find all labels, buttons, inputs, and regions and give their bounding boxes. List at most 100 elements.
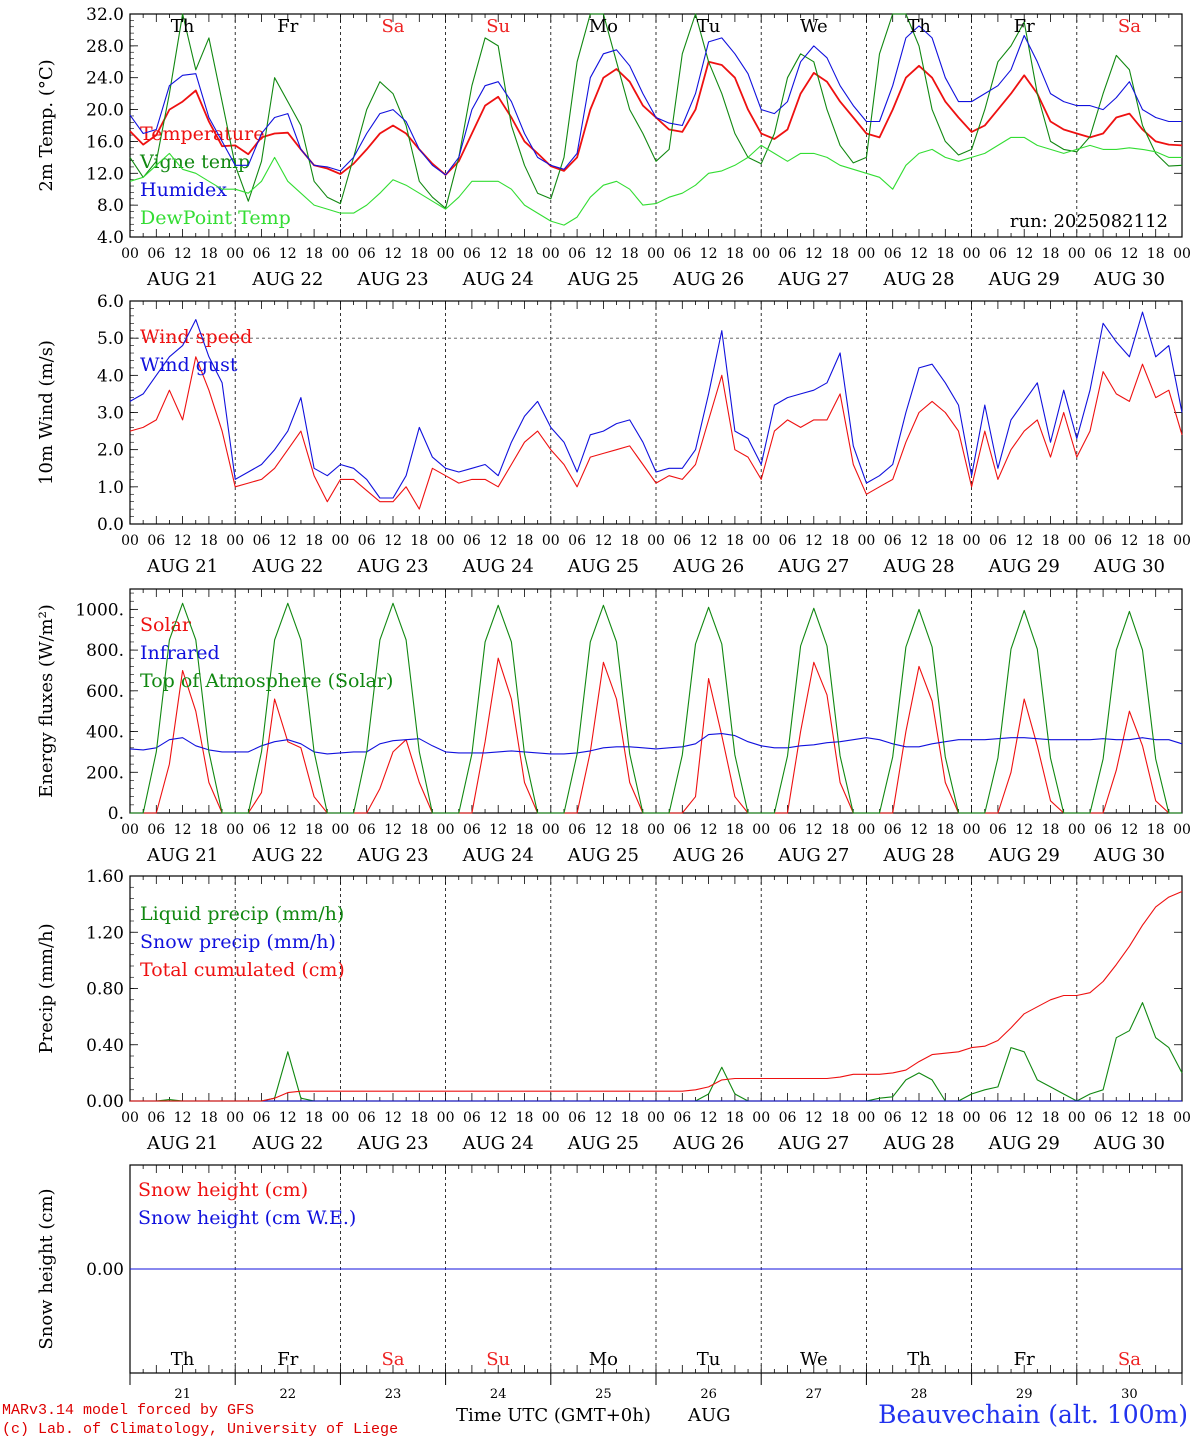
precip-day-label: AUG 21 <box>146 1133 218 1154</box>
wind-hour-tick-label: 18 <box>621 533 639 549</box>
energy-hour-tick-label: 12 <box>384 822 402 838</box>
temperature-hour-tick-label: 00 <box>647 246 665 262</box>
weekday-label-top: Th <box>171 16 195 37</box>
precip-hour-tick-label: 18 <box>726 1110 744 1126</box>
energy-hour-tick-label: 18 <box>831 822 849 838</box>
energy-day-label: AUG 23 <box>356 845 428 866</box>
wind-ylabel: 10m Wind (m/s) <box>36 340 57 485</box>
temperature-day-label: AUG 28 <box>882 269 954 290</box>
precip-ylabel: Precip (mm/h) <box>36 923 57 1053</box>
energy-hour-tick-label: 18 <box>1147 822 1165 838</box>
precip-hour-tick-label: 18 <box>410 1110 428 1126</box>
day-number-label: 22 <box>280 1387 297 1402</box>
wind-hour-tick-label: 12 <box>1120 533 1138 549</box>
temperature-hour-tick-label: 06 <box>884 246 902 262</box>
wind-hour-tick-label: 06 <box>568 533 586 549</box>
wind-hour-tick-label: 00 <box>963 533 981 549</box>
energy-day-label: AUG 25 <box>567 845 639 866</box>
wind-day-label: AUG 24 <box>462 556 534 577</box>
wind-day-label: AUG 23 <box>356 556 428 577</box>
temperature-day-label: AUG 25 <box>567 269 639 290</box>
temperature-legend-2: Humidex <box>140 179 227 201</box>
weekday-label-bottom: We <box>800 1349 828 1370</box>
wind-hour-tick-label: 06 <box>358 533 376 549</box>
temperature-day-label: AUG 23 <box>356 269 428 290</box>
precip-hour-tick-label: 00 <box>857 1110 875 1126</box>
wind-hour-tick-label: 18 <box>831 533 849 549</box>
precip-hour-tick-label: 06 <box>147 1110 165 1126</box>
energy-hour-tick-label: 12 <box>594 822 612 838</box>
temperature-hour-tick-label: 00 <box>437 246 455 262</box>
precip-hour-tick-label: 12 <box>174 1110 192 1126</box>
snow-legend-0: Snow height (cm) <box>138 1179 308 1201</box>
precip-series-2 <box>130 890 1183 1102</box>
precip-hour-tick-label: 12 <box>1015 1110 1033 1126</box>
energy-hour-tick-label: 18 <box>621 822 639 838</box>
temperature-run-annotation: run: 2025082112 <box>1010 211 1168 232</box>
energy-hour-tick-label: 12 <box>279 822 297 838</box>
wind-day-label: AUG 21 <box>146 556 218 577</box>
precip-day-label: AUG 24 <box>462 1133 534 1154</box>
day-number-label: 21 <box>174 1387 191 1402</box>
wind-hour-tick-label: 12 <box>700 533 718 549</box>
energy-hour-tick-label: 06 <box>568 822 586 838</box>
precip-hour-tick-label: 06 <box>673 1110 691 1126</box>
wind-hour-tick-label: 06 <box>1094 533 1112 549</box>
temperature-hour-tick-label: 00 <box>331 246 349 262</box>
energy-hour-tick-label: 00 <box>1173 822 1191 838</box>
temperature-ytick-label: 8.0 <box>97 196 124 216</box>
wind-hour-tick-label: 00 <box>752 533 770 549</box>
precip-day-label: AUG 27 <box>777 1133 849 1154</box>
temperature-series-3 <box>129 136 1182 226</box>
energy-hour-tick-label: 18 <box>305 822 323 838</box>
temperature-hour-tick-label: 06 <box>1094 246 1112 262</box>
energy-hour-tick-label: 06 <box>779 822 797 838</box>
energy-day-label: AUG 24 <box>462 845 534 866</box>
wind-hour-tick-label: 12 <box>594 533 612 549</box>
wind-hour-tick-label: 06 <box>989 533 1007 549</box>
weekday-label-bottom: Sa <box>1118 1349 1141 1370</box>
weekday-label-top: Sa <box>1118 16 1141 37</box>
wind-day-label: AUG 30 <box>1093 556 1165 577</box>
wind-hour-tick-label: 00 <box>857 533 875 549</box>
precip-day-label: AUG 28 <box>882 1133 954 1154</box>
temperature-hour-tick-label: 12 <box>805 246 823 262</box>
snow-ytick-label: 0.00 <box>86 1260 124 1280</box>
precip-hour-tick-label: 00 <box>542 1110 560 1126</box>
weekday-label-top: Tu <box>697 16 721 37</box>
wind-hour-tick-label: 18 <box>936 533 954 549</box>
wind-hour-tick-label: 06 <box>779 533 797 549</box>
weekday-label-bottom: Th <box>171 1349 195 1370</box>
temperature-hour-tick-label: 06 <box>463 246 481 262</box>
wind-hour-tick-label: 12 <box>489 533 507 549</box>
precip-hour-tick-label: 00 <box>752 1110 770 1126</box>
energy-hour-tick-label: 06 <box>147 822 165 838</box>
wind-hour-tick-label: 00 <box>1173 533 1191 549</box>
temperature-ytick-label: 32.0 <box>86 5 124 25</box>
energy-hour-tick-label: 06 <box>884 822 902 838</box>
temperature-hour-tick-label: 06 <box>989 246 1007 262</box>
wind-day-label: AUG 27 <box>777 556 849 577</box>
weekday-label-bottom: Tu <box>697 1349 721 1370</box>
precip-hour-tick-label: 12 <box>910 1110 928 1126</box>
temperature-hour-tick-label: 18 <box>516 246 534 262</box>
wind-frame <box>129 300 1183 525</box>
energy-ytick-label: 0. <box>108 804 124 824</box>
energy-hour-tick-label: 06 <box>358 822 376 838</box>
energy-hour-tick-label: 00 <box>226 822 244 838</box>
energy-hour-tick-label: 12 <box>910 822 928 838</box>
temperature-series-0 <box>129 60 1183 176</box>
precip-hour-tick-label: 18 <box>1042 1110 1060 1126</box>
precip-hour-tick-label: 00 <box>1068 1110 1086 1126</box>
precip-day-label: AUG 29 <box>988 1133 1060 1154</box>
wind-day-label: AUG 28 <box>882 556 954 577</box>
precip-hour-tick-label: 00 <box>437 1110 455 1126</box>
credit-line-1: MARv3.14 model forced by GFS <box>2 1402 255 1419</box>
wind-hour-tick-label: 00 <box>437 533 455 549</box>
temperature-day-label: AUG 21 <box>146 269 218 290</box>
wind-hour-tick-label: 06 <box>463 533 481 549</box>
wind-ytick-label: 1.0 <box>97 478 124 498</box>
energy-hour-tick-label: 06 <box>463 822 481 838</box>
precip-hour-tick-label: 06 <box>779 1110 797 1126</box>
temperature-hour-tick-label: 00 <box>857 246 875 262</box>
